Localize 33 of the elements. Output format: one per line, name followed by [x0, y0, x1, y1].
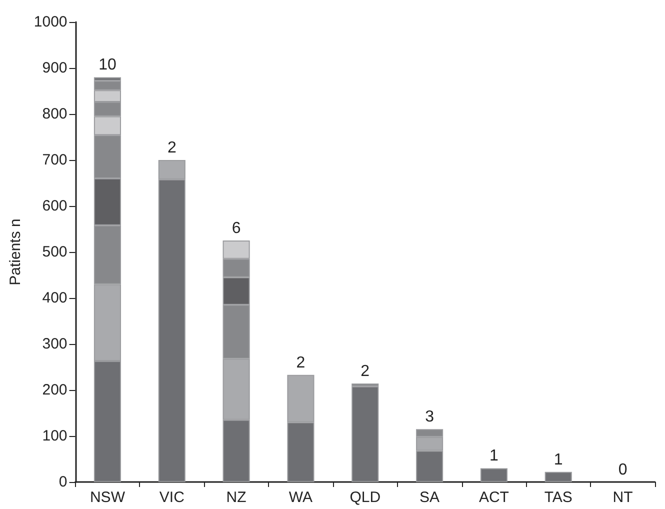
annotation: 6 [232, 220, 241, 237]
y-tick-label: 700 [42, 152, 68, 168]
x-tick-label: WA [288, 489, 313, 506]
x-tick-label: NT [612, 489, 633, 506]
annotation: 0 [618, 462, 628, 478]
annotation: 2 [296, 354, 306, 372]
x-tick-label: SA [420, 489, 440, 506]
bar [352, 386, 379, 482]
x-tick-label: QLD [350, 489, 381, 506]
x-tick-label: VIC [159, 489, 185, 506]
y-tick-label: 0 [58, 474, 68, 490]
y-tick-label: 100 [42, 428, 68, 444]
bar [480, 468, 508, 482]
y-tick-label: 1000 [34, 14, 68, 30]
bar [544, 472, 572, 482]
x-tick-label: ACT [478, 489, 509, 506]
y-tick-label: 400 [42, 290, 68, 306]
y-tick-label: 200 [42, 382, 68, 398]
annotation: 10 [98, 56, 116, 74]
y-tick-label: 800 [42, 106, 68, 122]
x-tick-label: NZ [226, 489, 246, 506]
y-tick-label: 300 [42, 336, 68, 352]
y-tick-label: 600 [42, 198, 68, 214]
y-tick-label: 500 [42, 244, 68, 260]
annotation: 2 [360, 363, 370, 380]
y-tick-label: 900 [42, 60, 68, 76]
annotation: 1 [554, 451, 563, 468]
annotation: 1 [490, 448, 499, 465]
annotation: 2 [167, 140, 176, 156]
annotation: 3 [425, 408, 434, 426]
x-tick-label: NSW [90, 489, 126, 506]
x-tick-label: TAS [544, 489, 572, 506]
y-axis-title: Patients n [7, 218, 24, 286]
